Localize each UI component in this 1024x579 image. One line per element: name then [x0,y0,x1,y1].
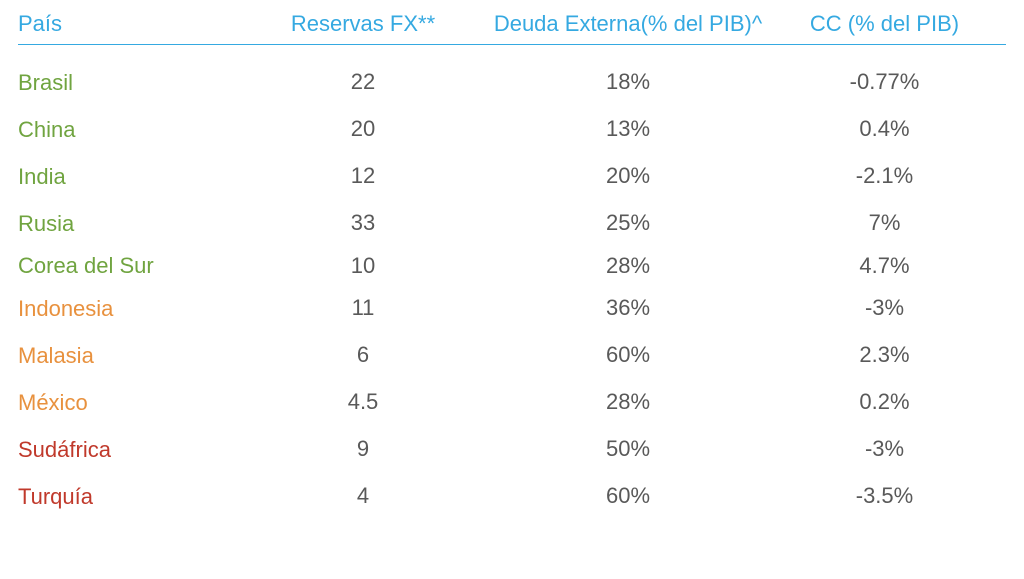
cell-debt: 25% [493,200,763,247]
cell-fx: 6 [233,332,493,379]
cell-debt: 18% [493,59,763,106]
cell-country: Brasil [18,59,233,106]
table-row: Brasil2218%-0.77% [18,59,1006,106]
cell-debt: 60% [493,332,763,379]
cell-debt: 28% [493,247,763,285]
table-head: País Reservas FX** Deuda Externa(% del P… [18,10,1006,44]
table-container: País Reservas FX** Deuda Externa(% del P… [0,0,1024,550]
cell-cc: -3.5% [763,473,1006,520]
cell-debt: 20% [493,153,763,200]
cell-country: China [18,106,233,153]
cell-debt: 13% [493,106,763,153]
header-debt: Deuda Externa(% del PIB)^ [493,10,763,44]
cell-fx: 10 [233,247,493,285]
cell-country: Turquía [18,473,233,520]
cell-cc: 4.7% [763,247,1006,285]
row-spacer [18,44,1006,59]
cell-debt: 28% [493,379,763,426]
cell-cc: -3% [763,285,1006,332]
table-row: Corea del Sur1028%4.7% [18,247,1006,285]
cell-cc: 0.4% [763,106,1006,153]
cell-debt: 60% [493,473,763,520]
cell-fx: 4 [233,473,493,520]
cell-fx: 4.5 [233,379,493,426]
table-row: India1220%-2.1% [18,153,1006,200]
cell-country: Malasia [18,332,233,379]
header-fx: Reservas FX** [233,10,493,44]
cell-cc: 2.3% [763,332,1006,379]
header-row: País Reservas FX** Deuda Externa(% del P… [18,10,1006,44]
table-row: China2013%0.4% [18,106,1006,153]
cell-cc: 0.2% [763,379,1006,426]
header-cc: CC (% del PIB) [763,10,1006,44]
table-row: Malasia660%2.3% [18,332,1006,379]
table-row: México4.528%0.2% [18,379,1006,426]
cell-cc: -0.77% [763,59,1006,106]
cell-debt: 36% [493,285,763,332]
cell-country: Rusia [18,200,233,247]
cell-cc: -2.1% [763,153,1006,200]
cell-fx: 20 [233,106,493,153]
table-body: Brasil2218%-0.77%China2013%0.4%India1220… [18,44,1006,520]
cell-country: Indonesia [18,285,233,332]
header-country: País [18,10,233,44]
table-row: Sudáfrica950%-3% [18,426,1006,473]
cell-fx: 11 [233,285,493,332]
cell-fx: 33 [233,200,493,247]
cell-country: Sudáfrica [18,426,233,473]
cell-country: Corea del Sur [18,247,233,285]
cell-fx: 12 [233,153,493,200]
table-row: Turquía460%-3.5% [18,473,1006,520]
table-row: Indonesia1136%-3% [18,285,1006,332]
cell-debt: 50% [493,426,763,473]
cell-fx: 9 [233,426,493,473]
cell-cc: 7% [763,200,1006,247]
table-row: Rusia3325%7% [18,200,1006,247]
cell-fx: 22 [233,59,493,106]
cell-country: India [18,153,233,200]
cell-country: México [18,379,233,426]
economic-indicators-table: País Reservas FX** Deuda Externa(% del P… [18,10,1006,520]
cell-cc: -3% [763,426,1006,473]
